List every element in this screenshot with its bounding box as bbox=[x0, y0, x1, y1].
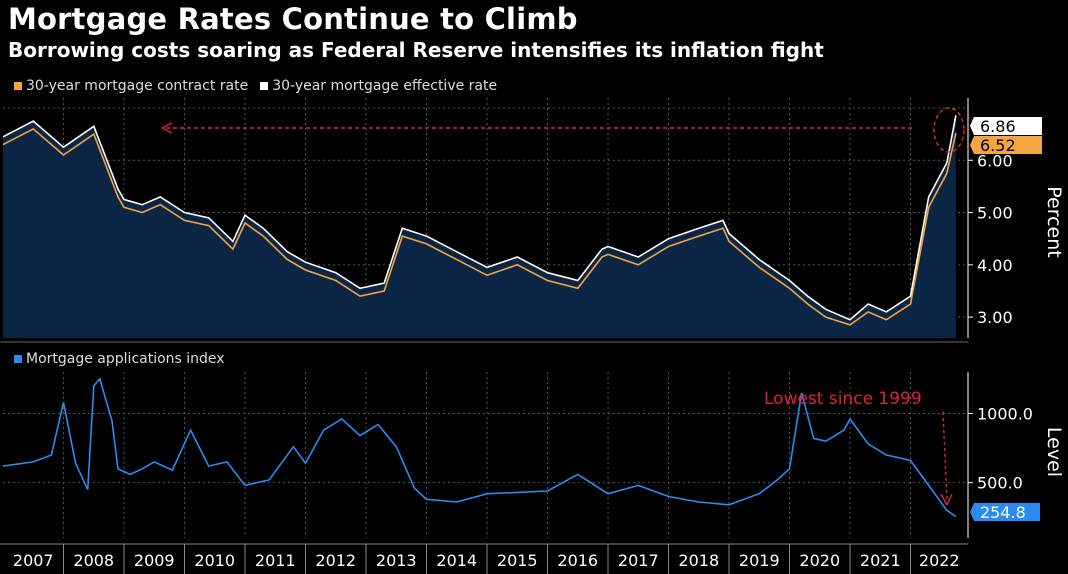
x-axis-year-label: 2008 bbox=[73, 551, 114, 570]
legend-swatch-applications bbox=[14, 355, 22, 363]
x-axis-year-label: 2014 bbox=[436, 551, 477, 570]
legend-item-effective: 30-year mortgage effective rate bbox=[260, 78, 497, 94]
applications-line bbox=[2, 377, 957, 518]
effective-last-value: 6.86 bbox=[980, 117, 1016, 136]
legend-swatch-contract bbox=[14, 82, 22, 90]
applications-last-value: 254.8 bbox=[980, 503, 1026, 522]
x-axis-year-label: 2007 bbox=[13, 551, 54, 570]
legend-label-effective: 30-year mortgage effective rate bbox=[272, 78, 498, 94]
x-axis-year-label: 2020 bbox=[799, 551, 840, 570]
bottom-y-tick-label: 500.0 bbox=[977, 474, 1023, 493]
top-y-tick-label: 4.00 bbox=[977, 256, 1013, 275]
top-annotation-arrow-head bbox=[161, 122, 173, 134]
legend-label-contract: 30-year mortgage contract rate bbox=[26, 78, 249, 94]
contract-last-value: 6.52 bbox=[980, 136, 1016, 155]
bottom-legend: Mortgage applications index bbox=[14, 351, 237, 367]
bottom-annotation-arrow-head bbox=[940, 493, 953, 506]
bottom-y-tick-label: 1000.0 bbox=[977, 405, 1033, 424]
top-y-axis-label: Percent bbox=[1043, 186, 1065, 258]
legend-item-contract: 30-year mortgage contract rate bbox=[14, 78, 248, 94]
chart-subtitle: Borrowing costs soaring as Federal Reser… bbox=[8, 38, 824, 62]
x-axis-year-label: 2018 bbox=[678, 551, 719, 570]
top-legend: 30-year mortgage contract rate 30-year m… bbox=[14, 78, 509, 94]
x-axis-year-label: 2012 bbox=[315, 551, 356, 570]
effective-rate-line bbox=[2, 115, 957, 321]
x-axis-year-label: 2015 bbox=[497, 551, 538, 570]
legend-label-applications: Mortgage applications index bbox=[26, 351, 225, 367]
x-axis-year-label: 2016 bbox=[557, 551, 598, 570]
top-y-tick-label: 3.00 bbox=[977, 308, 1013, 327]
contract-last-value-box bbox=[970, 136, 1042, 154]
bottom-y-axis-label: Level bbox=[1043, 427, 1065, 477]
x-axis-year-label: 2019 bbox=[739, 551, 780, 570]
x-axis-year-label: 2021 bbox=[860, 551, 901, 570]
top-y-tick-label: 6.00 bbox=[977, 151, 1013, 170]
x-axis-year-label: 2011 bbox=[255, 551, 296, 570]
legend-item-applications: Mortgage applications index bbox=[14, 351, 225, 367]
legend-swatch-effective bbox=[260, 82, 269, 90]
bottom-annotation-arrow-line bbox=[942, 411, 948, 501]
x-axis-year-label: 2009 bbox=[134, 551, 175, 570]
effective-last-value-box bbox=[970, 117, 1042, 135]
applications-last-value-box bbox=[970, 503, 1040, 521]
x-axis-year-label: 2013 bbox=[376, 551, 417, 570]
chart-title: Mortgage Rates Continue to Climb bbox=[8, 2, 578, 36]
x-axis-year-label: 2010 bbox=[194, 551, 235, 570]
contract-rate-line bbox=[2, 127, 957, 326]
bottom-annotation-text: Lowest since 1999 bbox=[764, 389, 922, 409]
top-y-tick-label: 5.00 bbox=[977, 204, 1013, 223]
top-annotation-circle bbox=[933, 107, 965, 153]
x-axis-year-label: 2022 bbox=[919, 551, 960, 570]
effective-rate-area bbox=[3, 115, 956, 338]
x-axis-year-label: 2017 bbox=[618, 551, 659, 570]
